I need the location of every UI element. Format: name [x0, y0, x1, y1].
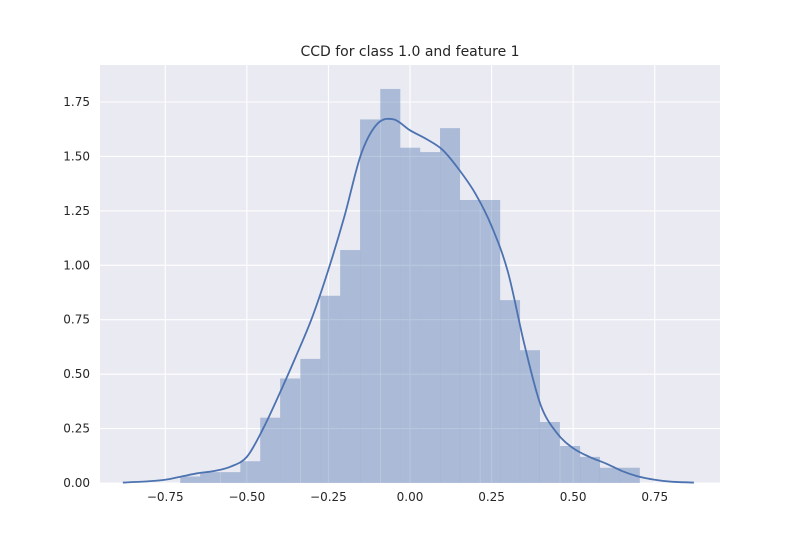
x-axis-ticks: −0.75 −0.50 −0.25 0.00 0.25 0.50 0.75: [147, 490, 668, 504]
histogram-bar-8: [340, 250, 361, 483]
histogram-bar-3: [240, 461, 261, 483]
histogram-bar-10: [380, 88, 401, 484]
histogram-bar-21: [599, 467, 620, 483]
histogram-bar-19: [560, 445, 581, 483]
histogram-bars: [180, 88, 640, 484]
x-tick-label-6: 0.75: [641, 490, 668, 504]
histogram-bar-9: [360, 119, 381, 483]
histogram-bar-1: [200, 472, 221, 483]
x-tick-label-0: −0.75: [147, 490, 184, 504]
y-tick-label-3: 0.75: [63, 313, 90, 327]
histogram-bar-15: [480, 199, 501, 483]
y-tick-label-7: 1.75: [63, 95, 90, 109]
y-tick-label-4: 1.00: [63, 258, 90, 272]
kde-curve: [122, 117, 694, 484]
histogram-bar-5: [280, 378, 301, 483]
histogram-bar-14: [459, 199, 480, 483]
histogram-bar-7: [320, 295, 341, 483]
x-tick-label-4: 0.25: [478, 490, 505, 504]
x-tick-label-2: −0.25: [310, 490, 347, 504]
histogram-bar-13: [440, 128, 461, 483]
histogram-bar-0: [180, 476, 201, 483]
histogram-bar-16: [500, 300, 521, 483]
x-tick-label-1: −0.50: [228, 490, 265, 504]
y-tick-label-1: 0.25: [63, 422, 90, 436]
y-tick-label-0: 0.00: [63, 476, 90, 490]
histogram-bar-11: [400, 147, 421, 483]
histogram-bar-4: [260, 417, 281, 483]
y-tick-label-6: 1.50: [63, 149, 90, 163]
histogram-bar-20: [580, 456, 601, 483]
histogram-bar-18: [539, 422, 560, 483]
histogram-bar-2: [220, 472, 241, 483]
y-axis-ticks: 0.00 0.25 0.50 0.75 1.00 1.25 1.50 1.75: [63, 95, 90, 490]
x-tick-label-3: 0.00: [397, 490, 424, 504]
y-tick-label-5: 1.25: [63, 204, 90, 218]
grid-lines: [100, 65, 720, 484]
histogram-bar-6: [300, 358, 321, 483]
y-tick-label-2: 0.50: [63, 367, 90, 381]
chart-title: CCD for class 1.0 and feature 1: [300, 44, 519, 60]
histogram-bar-12: [420, 152, 441, 484]
x-tick-label-5: 0.50: [560, 490, 587, 504]
